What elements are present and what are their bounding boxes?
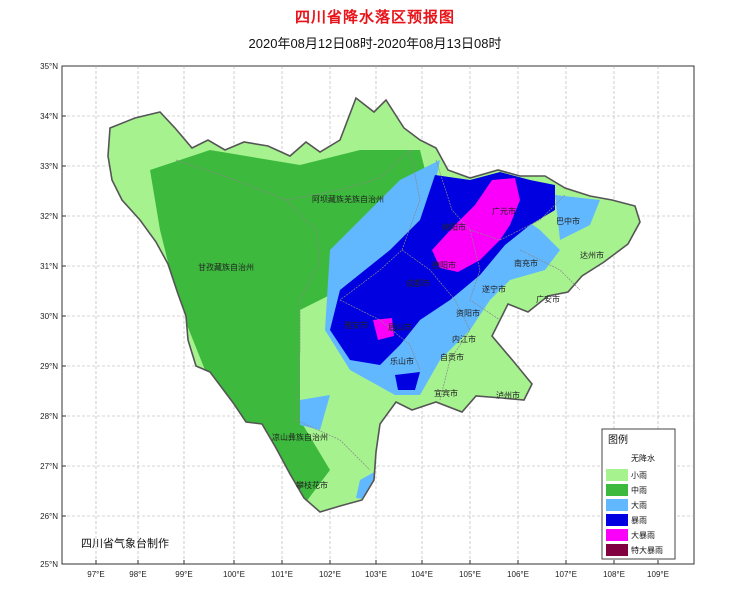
legend-label: 小雨 bbox=[631, 471, 647, 480]
longitude-label: 105°E bbox=[459, 570, 481, 579]
latitude-label: 26°N bbox=[40, 512, 58, 521]
legend-swatch bbox=[606, 544, 628, 556]
city-label-dazhou: 达州市 bbox=[580, 250, 604, 260]
latitude-label: 34°N bbox=[40, 112, 58, 121]
legend-label: 暴雨 bbox=[631, 516, 647, 525]
city-label-chengdu: 成都市 bbox=[406, 278, 430, 288]
latitude-label: 31°N bbox=[40, 262, 58, 271]
legend-swatch bbox=[606, 499, 628, 511]
latitude-label: 27°N bbox=[40, 462, 58, 471]
latitude-label: 30°N bbox=[40, 312, 58, 321]
city-label-guangan: 广安市 bbox=[536, 294, 560, 304]
latitude-label: 35°N bbox=[40, 62, 58, 71]
legend-swatch bbox=[606, 514, 628, 526]
city-label-guangyuan: 广元市 bbox=[492, 206, 516, 216]
prefecture-borders bbox=[175, 149, 581, 471]
city-label-meishan: 眉山市 bbox=[388, 322, 412, 332]
map-title: 四川省降水落区预报图 bbox=[294, 9, 455, 26]
city-label-yibin: 宜宾市 bbox=[434, 388, 458, 398]
longitude-label: 99°E bbox=[175, 570, 192, 579]
longitude-labels: 97°E 98°E 99°E 100°E 101°E 102°E 103°E 104°E 105… bbox=[87, 560, 669, 579]
city-label-zigong: 自贡市 bbox=[440, 352, 464, 362]
longitude-label: 106°E bbox=[507, 570, 529, 579]
legend-label: 特大暴雨 bbox=[631, 545, 663, 555]
longitude-label: 108°E bbox=[603, 570, 625, 579]
city-label-yaan: 雅安市 bbox=[344, 320, 368, 330]
longitude-label: 101°E bbox=[271, 570, 293, 579]
latitude-label: 29°N bbox=[40, 362, 58, 371]
sichuan-province-border bbox=[107, 96, 641, 513]
city-label-bazhong: 巴中市 bbox=[556, 216, 580, 226]
legend-swatch bbox=[606, 484, 628, 496]
credit-text: 四川省气象台制作 bbox=[81, 536, 169, 550]
city-label-ziyang: 资阳市 bbox=[456, 308, 480, 318]
latitude-label: 28°N bbox=[40, 412, 58, 421]
latitude-label: 33°N bbox=[40, 162, 58, 171]
legend-swatch bbox=[606, 529, 628, 541]
legend-swatch bbox=[606, 469, 628, 481]
legend-label: 中雨 bbox=[631, 485, 647, 495]
city-label-liangshan: 凉山彝族自治州 bbox=[272, 432, 328, 442]
city-label-aba: 阿坝藏族羌族自治州 bbox=[312, 194, 384, 204]
longitude-label: 97°E bbox=[87, 570, 104, 579]
heavy-rainstorm-area bbox=[432, 178, 520, 272]
latitude-label: 32°N bbox=[40, 212, 58, 221]
longitude-label: 107°E bbox=[555, 570, 577, 579]
latitude-labels: 35°N 34°N 33°N 32°N 31°N 30°N 29°N 28°N 27°N 26°N… bbox=[40, 62, 66, 569]
legend-label: 大暴雨 bbox=[631, 530, 655, 540]
map-subtitle: 2020年08月12日08时-2020年08月13日08时 bbox=[248, 36, 502, 51]
longitude-label: 104°E bbox=[411, 570, 433, 579]
city-label-ganzi: 甘孜藏族自治州 bbox=[198, 262, 254, 272]
city-label-panzhihua: 攀枝花市 bbox=[296, 480, 328, 490]
city-label-neijiang: 内江市 bbox=[452, 334, 476, 344]
longitude-label: 100°E bbox=[223, 570, 245, 579]
city-label-suining: 遂宁市 bbox=[482, 284, 506, 294]
legend-label: 大雨 bbox=[631, 500, 647, 510]
longitude-label: 103°E bbox=[365, 570, 387, 579]
longitude-label: 109°E bbox=[647, 570, 669, 579]
longitude-label: 102°E bbox=[319, 570, 341, 579]
city-label-deyang: 德阳市 bbox=[432, 260, 456, 270]
legend-title: 图例 bbox=[608, 433, 628, 446]
legend-label: 无降水 bbox=[631, 453, 655, 463]
latitude-label: 25°N bbox=[40, 560, 58, 569]
city-label-nanchong: 南充市 bbox=[514, 258, 538, 268]
longitude-label: 98°E bbox=[129, 570, 146, 579]
city-label-luzhou: 泸州市 bbox=[496, 390, 520, 400]
city-label-mianyang: 绵阳市 bbox=[442, 222, 466, 232]
city-label-leshan: 乐山市 bbox=[390, 356, 414, 366]
